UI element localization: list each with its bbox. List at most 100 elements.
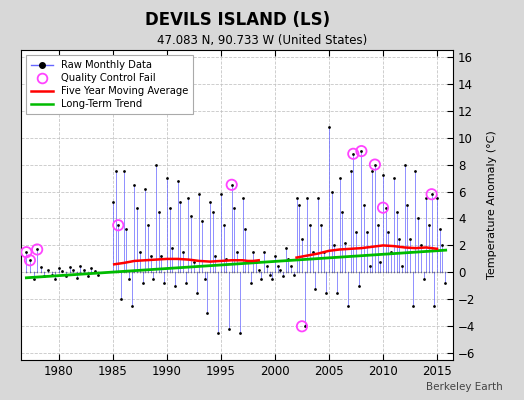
Point — [292, 195, 301, 202]
Point — [316, 269, 325, 276]
Point — [58, 268, 67, 274]
Point — [214, 269, 222, 276]
Point — [114, 222, 123, 228]
Point — [179, 269, 187, 276]
Point — [268, 269, 277, 276]
Point — [300, 323, 309, 330]
Point — [387, 269, 395, 276]
Point — [122, 269, 130, 276]
Point — [155, 269, 163, 276]
Point — [330, 242, 339, 249]
Point — [241, 226, 249, 232]
Point — [171, 283, 179, 289]
Point — [76, 269, 84, 276]
Point — [274, 269, 282, 276]
Point — [22, 249, 30, 255]
Point — [87, 265, 95, 272]
Point — [309, 249, 317, 255]
Point — [192, 269, 201, 276]
Point — [37, 269, 45, 276]
Point — [398, 262, 406, 269]
Point — [425, 269, 433, 276]
Point — [414, 269, 422, 276]
Point — [335, 175, 344, 181]
Point — [349, 150, 357, 157]
Point — [325, 124, 333, 130]
Point — [22, 269, 30, 276]
Point — [184, 195, 193, 202]
Point — [233, 249, 242, 255]
Point — [279, 269, 287, 276]
Point — [201, 269, 209, 276]
Point — [80, 269, 88, 276]
Point — [392, 269, 401, 276]
Point — [220, 222, 228, 228]
Point — [428, 269, 436, 276]
Point — [368, 168, 376, 174]
Point — [392, 208, 401, 215]
Point — [303, 195, 312, 202]
Point — [162, 269, 171, 276]
Point — [346, 269, 355, 276]
Point — [192, 290, 201, 296]
Point — [244, 269, 252, 276]
Point — [220, 269, 228, 276]
Point — [91, 268, 99, 274]
Point — [303, 269, 312, 276]
Point — [33, 246, 41, 253]
Point — [195, 191, 203, 198]
Point — [438, 269, 446, 276]
Point — [29, 276, 38, 282]
Point — [206, 199, 214, 206]
Point — [26, 257, 34, 264]
Point — [182, 269, 190, 276]
Point — [76, 262, 84, 269]
Point — [94, 272, 103, 278]
Point — [274, 262, 282, 269]
Point — [209, 208, 217, 215]
Point — [333, 290, 341, 296]
Point — [22, 249, 30, 255]
Point — [173, 178, 182, 184]
Point — [133, 204, 141, 211]
Point — [403, 269, 411, 276]
Point — [179, 249, 187, 255]
Point — [47, 272, 56, 278]
Point — [370, 161, 379, 168]
Point — [190, 269, 198, 276]
Point — [214, 330, 222, 336]
Point — [368, 269, 376, 276]
Point — [176, 199, 184, 206]
Point — [217, 191, 225, 198]
Point — [374, 269, 382, 276]
Point — [363, 269, 371, 276]
Point — [54, 265, 63, 272]
Point — [127, 303, 136, 309]
Point — [295, 202, 303, 208]
Point — [374, 222, 382, 228]
Point — [94, 269, 103, 276]
Point — [37, 264, 45, 270]
Point — [349, 269, 357, 276]
Point — [83, 269, 92, 276]
Point — [290, 269, 298, 276]
Point — [108, 269, 117, 276]
Point — [111, 269, 119, 276]
Point — [330, 269, 339, 276]
Point — [292, 269, 301, 276]
Point — [127, 269, 136, 276]
Y-axis label: Temperature Anomaly (°C): Temperature Anomaly (°C) — [487, 131, 497, 279]
Point — [325, 269, 333, 276]
Point — [284, 256, 292, 262]
Point — [390, 269, 398, 276]
Point — [435, 269, 444, 276]
Point — [255, 266, 263, 273]
Point — [225, 326, 233, 332]
Point — [173, 269, 182, 276]
Point — [328, 269, 336, 276]
Point — [155, 208, 163, 215]
Point — [390, 175, 398, 181]
Point — [319, 269, 328, 276]
Point — [125, 276, 133, 282]
Point — [422, 269, 430, 276]
